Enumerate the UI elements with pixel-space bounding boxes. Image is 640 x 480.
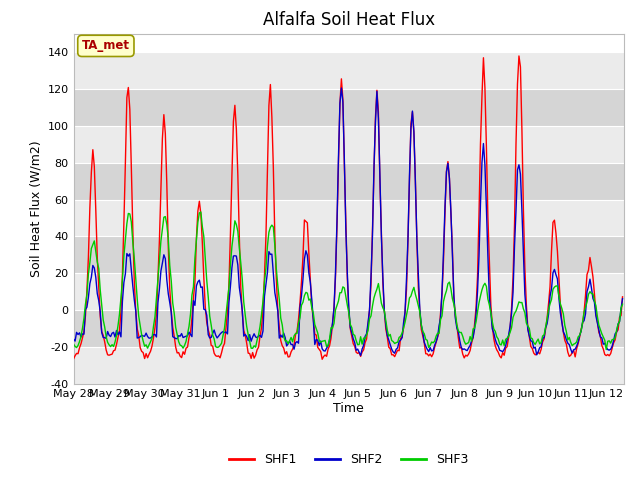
Bar [74, 273, 624, 310]
Legend: SHF1, SHF2, SHF3: SHF1, SHF2, SHF3 [224, 448, 474, 471]
Bar [74, 89, 624, 126]
Bar [74, 52, 624, 89]
Title: Alfalfa Soil Heat Flux: Alfalfa Soil Heat Flux [263, 11, 435, 29]
Bar [74, 237, 624, 273]
Bar [74, 163, 624, 200]
Bar [74, 200, 624, 237]
X-axis label: Time: Time [333, 402, 364, 415]
Y-axis label: Soil Heat Flux (W/m2): Soil Heat Flux (W/m2) [29, 141, 42, 277]
Bar [74, 126, 624, 163]
Bar [74, 310, 624, 347]
Bar [74, 347, 624, 384]
Text: TA_met: TA_met [82, 39, 130, 52]
